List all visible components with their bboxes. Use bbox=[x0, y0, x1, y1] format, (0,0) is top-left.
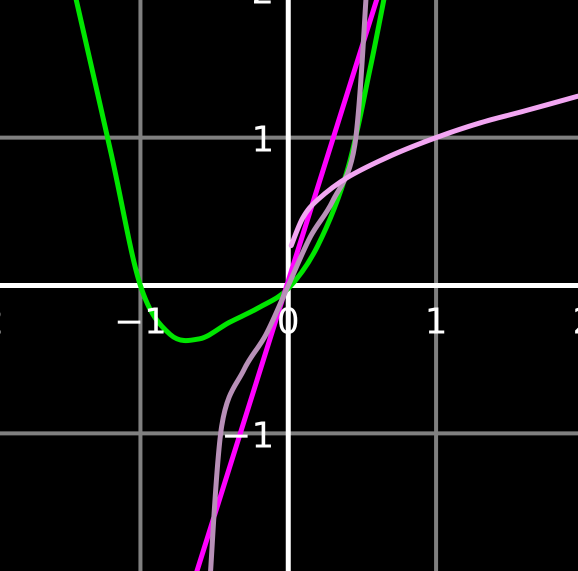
x-tick-label: −1 bbox=[114, 302, 167, 343]
x-tick-label: 2 bbox=[572, 302, 578, 343]
series-line-3 bbox=[208, 0, 369, 571]
y-tick-label: −1 bbox=[221, 415, 274, 456]
x-tick-label: 0 bbox=[277, 302, 300, 343]
x-tick-label: 1 bbox=[425, 302, 448, 343]
series-line-4 bbox=[288, 93, 578, 249]
tick-labels: 2 −1 0 1 2 −1 1 2 bbox=[0, 0, 578, 456]
y-tick-label: 2 bbox=[251, 0, 274, 13]
series-group bbox=[73, 0, 578, 571]
y-tick-label: 1 bbox=[251, 120, 274, 161]
x-tick-label: 2 bbox=[0, 302, 4, 343]
